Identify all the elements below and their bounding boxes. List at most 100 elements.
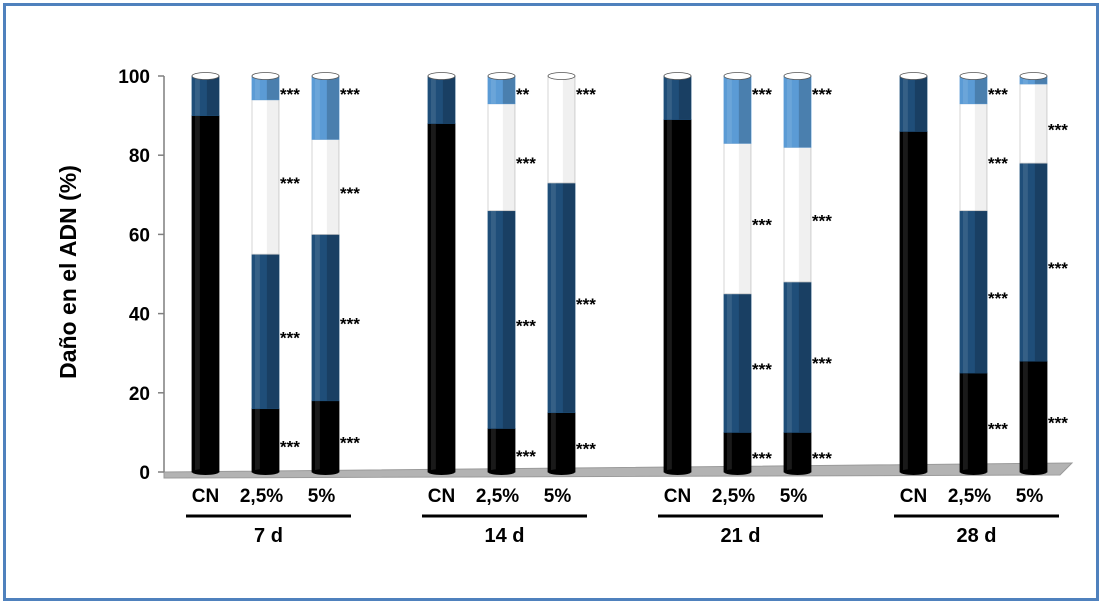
bar-segment — [311, 233, 340, 402]
bar-highlight — [787, 147, 792, 282]
bar-base-cap — [664, 469, 691, 475]
bar-highlight — [963, 103, 968, 211]
significance-label: *** — [280, 328, 300, 347]
bar-shade — [326, 234, 339, 401]
bar-segment — [1019, 162, 1048, 362]
significance-label: *** — [812, 85, 832, 104]
bar-shade — [502, 76, 515, 104]
bar-highlight — [727, 432, 732, 472]
bar-segment — [783, 431, 812, 473]
significance-label: *** — [1048, 121, 1068, 140]
significance-label: *** — [280, 85, 300, 104]
bar-shade — [502, 103, 515, 211]
bar-highlight — [315, 76, 320, 140]
bar-base-cap — [1020, 469, 1047, 475]
bar-base-cap — [548, 469, 575, 475]
bar-highlight — [1023, 83, 1028, 164]
bar-shade — [738, 293, 751, 433]
bar-highlight — [667, 119, 672, 472]
significance-label: *** — [516, 154, 536, 173]
significance-label: ** — [516, 85, 530, 104]
significance-label: *** — [340, 433, 360, 452]
labels: CN************2,5%************5% CN******… — [186, 85, 1068, 547]
bar-highlight — [491, 428, 496, 472]
bar-shade — [562, 182, 575, 413]
bar-shade — [206, 76, 219, 116]
bar-base-cap — [960, 469, 987, 475]
bar-shade — [266, 99, 279, 255]
bar-top-cap — [251, 72, 280, 80]
significance-label: *** — [752, 216, 772, 235]
bar-top-cap — [1019, 72, 1048, 80]
bar-shade — [974, 76, 987, 104]
significance-label: *** — [576, 439, 596, 458]
bar-shade — [974, 210, 987, 373]
bar-segment — [783, 281, 812, 433]
bar-base-cap — [724, 469, 751, 475]
group-label: 21 d — [720, 525, 760, 547]
bar-shade — [678, 119, 691, 472]
bar-shade — [914, 76, 927, 132]
bar-highlight — [1023, 163, 1028, 362]
bar-shade — [1034, 163, 1047, 362]
bar-shade — [266, 254, 279, 409]
bar-highlight — [195, 76, 200, 116]
category-label: 5% — [544, 486, 572, 507]
bar-segment — [663, 75, 692, 120]
significance-label: *** — [752, 360, 772, 379]
bar-base-cap — [784, 469, 811, 475]
bar-segment — [311, 75, 340, 140]
bar-highlight — [787, 281, 792, 433]
bar-segment — [1019, 83, 1048, 164]
bar-segment — [723, 142, 752, 295]
bar-highlight — [903, 76, 908, 132]
bar-shade — [1034, 361, 1047, 472]
category-label: 5% — [308, 486, 336, 507]
bar-segment — [723, 75, 752, 144]
significance-label: *** — [1048, 259, 1068, 278]
bar-shade — [798, 147, 811, 282]
category-label: 2,5% — [712, 486, 755, 507]
bar-shade — [974, 373, 987, 472]
bar-top-cap — [783, 72, 812, 80]
bars — [191, 72, 1048, 475]
bar-base-cap — [252, 469, 279, 475]
bar-shade — [678, 76, 691, 120]
category-label: 5% — [780, 486, 808, 507]
bar-highlight — [727, 143, 732, 294]
bar-top-cap — [191, 72, 220, 80]
category-label: 5% — [1016, 486, 1044, 507]
bar-shade — [266, 408, 279, 472]
bar-base-cap — [488, 469, 515, 475]
bar-shade — [974, 103, 987, 211]
bar-highlight — [727, 293, 732, 433]
y-tick-label: 60 — [129, 225, 150, 246]
bar-base-cap — [900, 469, 927, 475]
bar-highlight — [903, 131, 908, 472]
significance-label: *** — [812, 449, 832, 468]
bar-segment — [311, 400, 340, 473]
bar-top-cap — [959, 72, 988, 80]
bar-shade — [914, 131, 927, 472]
bar-shade — [442, 76, 455, 124]
significance-label: *** — [752, 85, 772, 104]
bar-shade — [798, 281, 811, 433]
bar-highlight — [315, 139, 320, 235]
category-label: 2,5% — [948, 486, 991, 507]
significance-label: *** — [812, 354, 832, 373]
bar-highlight — [963, 373, 968, 472]
significance-label: *** — [340, 85, 360, 104]
bar-segment — [959, 103, 988, 212]
y-tick-label: 80 — [129, 146, 150, 167]
bar-shade — [1034, 83, 1047, 164]
bar-top-cap — [723, 72, 752, 80]
bar-shade — [206, 115, 219, 472]
bar-segment — [487, 210, 516, 429]
bar-shade — [738, 432, 751, 472]
bar-segment — [959, 75, 988, 105]
bar-segment — [427, 75, 456, 124]
significance-label: *** — [812, 212, 832, 231]
bar-highlight — [551, 412, 556, 472]
bar-shade — [562, 76, 575, 183]
bar-highlight — [787, 432, 792, 472]
